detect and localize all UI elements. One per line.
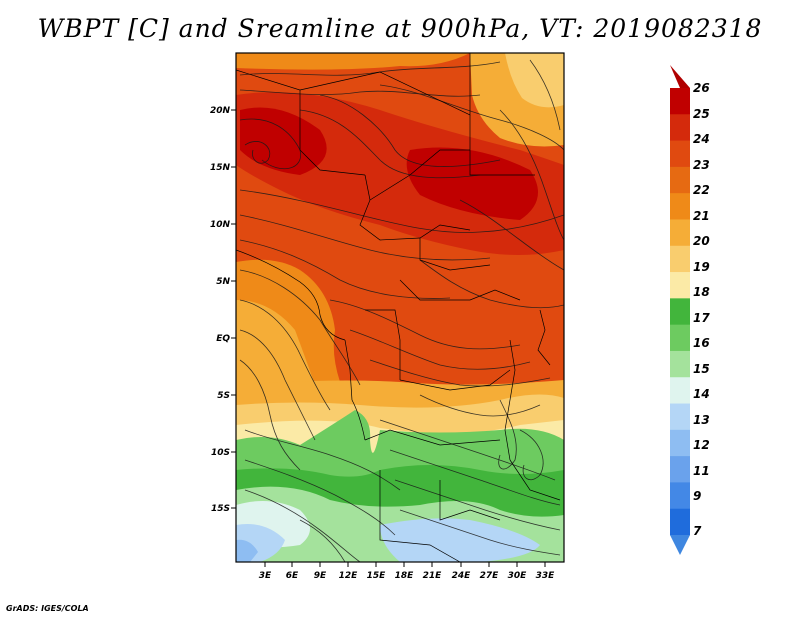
lat-label: 20N (210, 106, 231, 116)
colorbar-cells (670, 88, 690, 536)
wbpt-cool-13 (236, 539, 258, 562)
colorbar-cell (670, 245, 690, 273)
colorbar-cell (670, 219, 690, 247)
lat-label: 10N (210, 220, 231, 230)
colorbar-label: 12 (693, 438, 710, 452)
colorbar-bottom-arrow (670, 535, 690, 555)
lat-label: 10S (211, 448, 230, 458)
lon-label: 30E (508, 571, 528, 581)
lon-label: 15E (367, 571, 387, 581)
lon-label: 24E (452, 571, 472, 581)
chart-title: WBPT [C] and Sreamline at 900hPa, VT: 20… (37, 14, 763, 43)
colorbar-cell (670, 456, 690, 483)
colorbar-label: 18 (693, 285, 710, 299)
lon-label: 12E (339, 571, 359, 581)
wbpt-cool-east-14 (380, 518, 540, 562)
colorbar-cell (670, 114, 690, 141)
colorbar-cell (670, 88, 690, 115)
colorbar-label: 11 (693, 464, 710, 478)
colorbar-label: 7 (693, 524, 702, 538)
colorbar-cell (670, 272, 690, 299)
lat-label: 15N (210, 163, 231, 173)
lon-label: 9E (314, 571, 327, 581)
colorbar: 26 25 24 23 22 21 20 19 18 17 16 15 14 1… (670, 65, 710, 555)
country-borders (236, 53, 561, 562)
colorbar-label: 13 (693, 413, 710, 427)
lon-label: 18E (395, 571, 415, 581)
lat-label: 5N (216, 277, 230, 287)
streamlines (239, 59, 564, 562)
colorbar-cell (670, 140, 690, 168)
lon-label: 27E (480, 571, 500, 581)
colorbar-label: 20 (693, 234, 710, 248)
lat-label: 5S (217, 391, 230, 401)
colorbar-label: 19 (693, 260, 710, 274)
lon-label: 33E (536, 571, 556, 581)
colorbar-cell (670, 324, 690, 352)
colorbar-cell (670, 403, 690, 431)
colorbar-label: 23 (693, 158, 710, 172)
colorbar-top-arrow (670, 65, 690, 88)
colorbar-label: 9 (693, 489, 701, 503)
colorbar-cell (670, 166, 690, 194)
colorbar-label: 24 (693, 132, 710, 146)
lon-label: 6E (286, 571, 299, 581)
colorbar-label: 26 (693, 81, 710, 95)
colorbar-label: 15 (693, 362, 710, 376)
map-frame (235, 52, 565, 563)
colorbar-cell (670, 377, 690, 404)
lon-label: 21E (423, 571, 443, 581)
lat-label: 15S (211, 504, 230, 514)
lat-label: EQ (216, 334, 230, 344)
footer-credit: GrADS: IGES/COLA (6, 604, 89, 613)
colorbar-cell (670, 482, 690, 510)
colorbar-cell (670, 429, 690, 457)
wbpt-east-max (406, 147, 538, 220)
colorbar-cell (670, 508, 690, 536)
colorbar-cell (670, 350, 690, 378)
wbpt-field (236, 53, 564, 562)
colorbar-label: 21 (693, 209, 710, 223)
wbpt-west-max (240, 107, 327, 175)
wbpt-top-strip (236, 53, 470, 70)
colorbar-label: 17 (693, 311, 710, 325)
colorbar-cell (670, 298, 690, 326)
colorbar-label: 16 (693, 336, 710, 350)
colorbar-label: 25 (693, 107, 710, 121)
colorbar-cell (670, 193, 690, 220)
axis-ticks (231, 109, 546, 567)
lon-label: 3E (259, 571, 272, 581)
colorbar-label: 22 (693, 183, 710, 197)
colorbar-label: 14 (693, 387, 710, 401)
